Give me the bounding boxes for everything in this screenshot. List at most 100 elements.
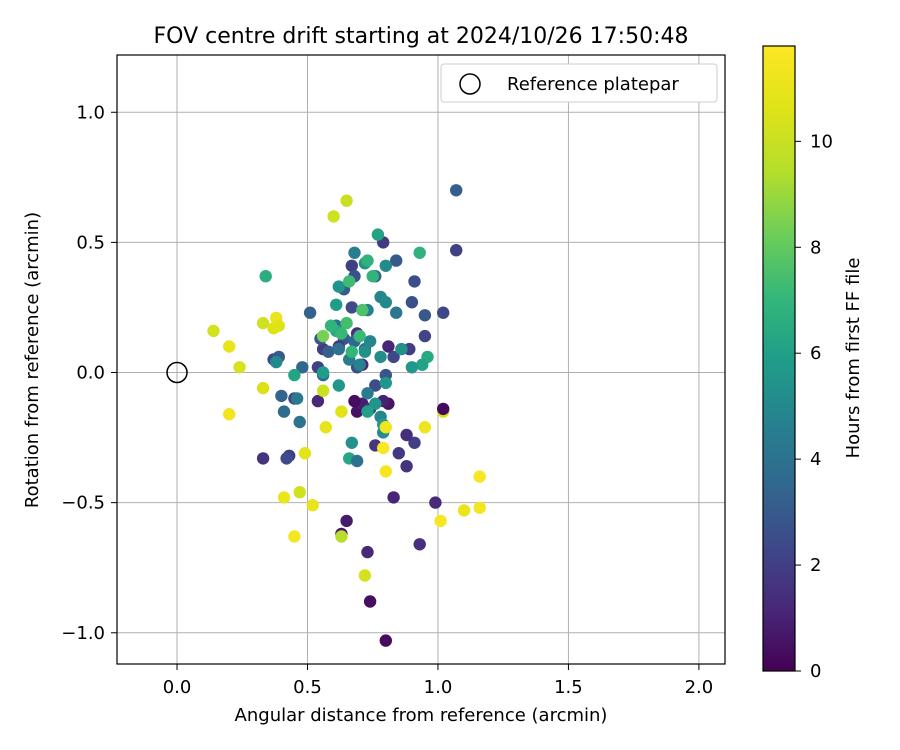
data-point [322, 345, 335, 358]
data-point [390, 254, 403, 267]
data-point [405, 361, 419, 374]
data-point [223, 340, 236, 353]
y-tick-label: 0.0 [76, 363, 105, 384]
data-point [332, 379, 345, 392]
data-point [256, 381, 270, 395]
data-point [457, 504, 471, 517]
data-point [405, 296, 419, 309]
data-point [408, 436, 421, 449]
data-point [379, 634, 392, 647]
y-axis-label: Rotation from reference (arcmin) [22, 212, 43, 508]
data-point [277, 491, 291, 504]
data-point [345, 301, 358, 314]
data-point [473, 470, 486, 483]
y-tick-label: 1.0 [76, 102, 105, 123]
data-point [395, 342, 408, 356]
data-point [335, 405, 348, 418]
data-point [275, 389, 288, 403]
reference-marker-group [166, 361, 188, 384]
data-point [353, 358, 366, 371]
data-point [259, 270, 272, 283]
data-point [290, 392, 304, 405]
data-point [363, 335, 377, 348]
legend-marker-reference [459, 73, 481, 95]
legend: Reference platepar [440, 63, 718, 103]
data-point [298, 447, 312, 460]
data-point [348, 246, 361, 259]
data-point [293, 415, 306, 429]
data-point [343, 275, 356, 288]
data-point [361, 405, 374, 418]
data-point [280, 452, 293, 465]
data-point [369, 397, 382, 410]
x-tick-label: 0.5 [293, 677, 322, 698]
data-point [207, 324, 220, 338]
data-point [371, 228, 385, 241]
data-point [408, 275, 421, 288]
data-point [418, 421, 432, 434]
data-point [358, 569, 372, 582]
data-point [340, 316, 353, 330]
data-point [379, 376, 392, 390]
data-point [400, 460, 413, 473]
data-point [256, 316, 270, 330]
data-point [233, 361, 246, 374]
y-tick-label: 0.5 [76, 232, 105, 253]
data-point [345, 436, 358, 449]
data-point [316, 366, 330, 379]
data-point [379, 259, 392, 272]
data-point [377, 441, 390, 455]
data-point [256, 452, 270, 465]
data-point [418, 309, 432, 322]
data-point [350, 454, 364, 468]
data-point [306, 499, 319, 512]
x-tick-label: 1.0 [424, 677, 453, 698]
data-point [437, 306, 450, 319]
colorbar-tick-label: 2 [810, 555, 821, 576]
colorbar-gradient [762, 45, 796, 672]
data-point [450, 184, 463, 197]
data-points [207, 184, 486, 647]
legend-box [440, 63, 718, 103]
data-point [361, 254, 374, 267]
x-axis-ticks: 0.0 0.5 1.0 1.5 2.0 [163, 664, 714, 698]
data-point [379, 465, 392, 478]
data-point [335, 530, 348, 543]
data-point [345, 345, 358, 358]
x-axis-label: Angular distance from reference (arcmin) [235, 705, 608, 726]
chart-title: FOV centre drift starting at 2024/10/26 … [154, 24, 689, 49]
data-point [437, 402, 450, 416]
data-point [327, 210, 340, 223]
data-point [413, 538, 426, 551]
y-tick-label: −1.0 [61, 623, 105, 644]
data-point [369, 379, 382, 392]
data-point [400, 428, 413, 442]
data-point [379, 296, 392, 309]
colorbar-tick-label: 4 [810, 449, 821, 470]
data-point [473, 501, 486, 514]
x-tick-label: 2.0 [685, 677, 714, 698]
data-point [416, 358, 429, 371]
data-point [340, 514, 353, 528]
colorbar-tick-label: 0 [810, 661, 821, 682]
data-point [335, 327, 348, 340]
data-point [387, 350, 400, 364]
data-point [429, 496, 442, 509]
data-point [348, 394, 361, 408]
data-point [379, 421, 392, 434]
data-point [353, 329, 366, 343]
data-point [270, 355, 283, 369]
x-tick-label: 0.0 [163, 677, 192, 698]
data-point [303, 306, 317, 319]
data-point [356, 303, 369, 317]
data-point [330, 298, 343, 311]
y-axis-ticks: −1.0 −0.5 0.0 0.5 1.0 [61, 102, 117, 644]
data-point [361, 387, 374, 400]
data-point [374, 350, 387, 364]
x-tick-label: 1.5 [554, 677, 583, 698]
data-point [358, 345, 372, 358]
data-point [387, 491, 400, 504]
data-point [319, 421, 332, 434]
data-point [450, 244, 463, 257]
